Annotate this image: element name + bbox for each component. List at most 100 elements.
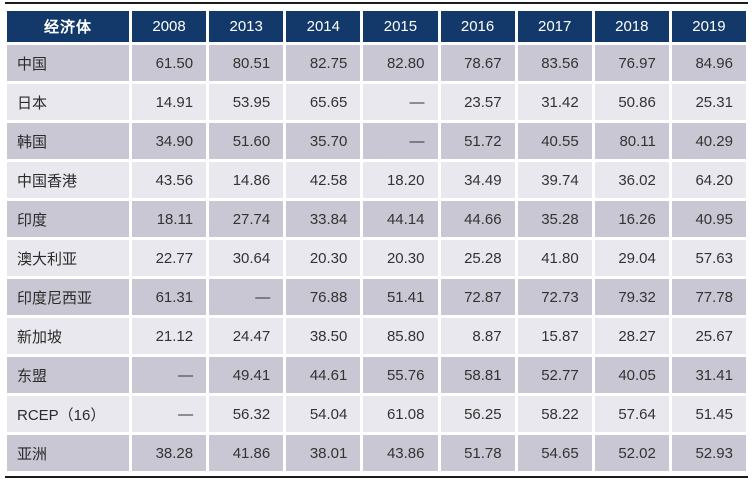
value-cell: 84.96 — [671, 45, 746, 81]
table-row: RCEP（16） —56.32 54.04 61.08 56.25 58.22 57.64 5… — [7, 396, 746, 432]
economy-label: 韩国 — [7, 123, 129, 159]
value-cell: 55.76 — [363, 357, 438, 393]
value-cell: 15.87 — [517, 318, 592, 354]
value-cell: 41.86 — [209, 435, 284, 471]
value-cell: 77.78 — [671, 279, 746, 315]
header-cell-year: 2017 — [517, 11, 592, 42]
value-cell: 35.70 — [286, 123, 361, 159]
value-cell: 22.77 — [132, 240, 207, 276]
value-cell: 44.66 — [440, 201, 515, 237]
value-cell: 14.86 — [209, 162, 284, 198]
value-cell: 78.67 — [440, 45, 515, 81]
value-cell: 30.64 — [209, 240, 284, 276]
value-cell: 64.20 — [671, 162, 746, 198]
value-cell: 27.74 — [209, 201, 284, 237]
header-row: 经济体 2008 2013 2014 2015 2016 2017 2018 2019 — [7, 11, 746, 42]
economy-label: 印度 — [7, 201, 129, 237]
value-cell: 58.22 — [517, 396, 592, 432]
economy-year-table: 经济体 2008 2013 2014 2015 2016 2017 2018 2019 中国 61… — [4, 8, 749, 474]
value-cell: 36.02 — [594, 162, 669, 198]
value-cell: — — [363, 123, 438, 159]
value-cell: 28.27 — [594, 318, 669, 354]
table-row: 韩国 34.90 51.60 35.70—51.72 40.55 80.11 40.29 — [7, 123, 746, 159]
value-cell: 54.04 — [286, 396, 361, 432]
value-cell: 25.28 — [440, 240, 515, 276]
value-cell: 65.65 — [286, 84, 361, 120]
value-cell: 83.56 — [517, 45, 592, 81]
value-cell: 53.95 — [209, 84, 284, 120]
table-row: 澳大利亚 22.77 30.64 20.30 20.30 25.28 41.80 29.04 5… — [7, 240, 746, 276]
value-cell: 40.95 — [671, 201, 746, 237]
table-row: 印度尼西亚 61.31—76.88 51.41 72.87 72.73 79.32 77.7… — [7, 279, 746, 315]
economy-label: 澳大利亚 — [7, 240, 129, 276]
value-cell: 80.11 — [594, 123, 669, 159]
value-cell: 21.12 — [132, 318, 207, 354]
value-cell: 44.61 — [286, 357, 361, 393]
value-cell: 56.32 — [209, 396, 284, 432]
value-cell: 41.80 — [517, 240, 592, 276]
table-row: 东盟 —49.41 44.61 55.76 58.81 52.77 40.05 31.41 — [7, 357, 746, 393]
value-cell: 58.81 — [440, 357, 515, 393]
value-cell: 57.63 — [671, 240, 746, 276]
value-cell: 16.26 — [594, 201, 669, 237]
table-row: 亚洲 38.28 41.86 38.01 43.86 51.78 54.65 52.02 52.… — [7, 435, 746, 471]
value-cell: 52.77 — [517, 357, 592, 393]
value-cell: 20.30 — [363, 240, 438, 276]
value-cell: 42.58 — [286, 162, 361, 198]
value-cell: 72.73 — [517, 279, 592, 315]
economy-label: 亚洲 — [7, 435, 129, 471]
value-cell: 29.04 — [594, 240, 669, 276]
value-cell: 76.88 — [286, 279, 361, 315]
value-cell: 25.31 — [671, 84, 746, 120]
value-cell: 51.78 — [440, 435, 515, 471]
economy-label: RCEP（16） — [7, 396, 129, 432]
value-cell: 50.86 — [594, 84, 669, 120]
value-cell: 49.41 — [209, 357, 284, 393]
value-cell: 34.49 — [440, 162, 515, 198]
header-cell-year: 2016 — [440, 11, 515, 42]
top-rule — [5, 2, 748, 4]
header-cell-year: 2015 — [363, 11, 438, 42]
value-cell: 85.80 — [363, 318, 438, 354]
value-cell: 43.86 — [363, 435, 438, 471]
value-cell: 25.67 — [671, 318, 746, 354]
header-cell-year: 2018 — [594, 11, 669, 42]
value-cell: — — [209, 279, 284, 315]
table-row: 中国香港 43.56 14.86 42.58 18.20 34.49 39.74 36.02 6… — [7, 162, 746, 198]
value-cell: 52.02 — [594, 435, 669, 471]
value-cell: 40.55 — [517, 123, 592, 159]
value-cell: 57.64 — [594, 396, 669, 432]
value-cell: 51.60 — [209, 123, 284, 159]
value-cell: 33.84 — [286, 201, 361, 237]
value-cell: 51.72 — [440, 123, 515, 159]
table-row: 中国 61.50 80.51 82.75 82.80 78.67 83.56 76.97 84.… — [7, 45, 746, 81]
table-row: 印度 18.11 27.74 33.84 44.14 44.66 35.28 16.26 40.… — [7, 201, 746, 237]
value-cell: 51.45 — [671, 396, 746, 432]
value-cell: 18.11 — [132, 201, 207, 237]
value-cell: 24.47 — [209, 318, 284, 354]
economy-label: 日本 — [7, 84, 129, 120]
economy-label: 新加坡 — [7, 318, 129, 354]
value-cell: 14.91 — [132, 84, 207, 120]
value-cell: 61.50 — [132, 45, 207, 81]
value-cell: 82.80 — [363, 45, 438, 81]
value-cell: 20.30 — [286, 240, 361, 276]
value-cell: 52.93 — [671, 435, 746, 471]
value-cell: 38.50 — [286, 318, 361, 354]
economy-label: 印度尼西亚 — [7, 279, 129, 315]
header-cell-economy: 经济体 — [7, 11, 129, 42]
table-row: 日本 14.91 53.95 65.65—23.57 31.42 50.86 25.31 — [7, 84, 746, 120]
economy-label: 中国香港 — [7, 162, 129, 198]
value-cell: 43.56 — [132, 162, 207, 198]
value-cell: 31.41 — [671, 357, 746, 393]
value-cell: — — [132, 396, 207, 432]
value-cell: — — [132, 357, 207, 393]
value-cell: 44.14 — [363, 201, 438, 237]
value-cell: 23.57 — [440, 84, 515, 120]
header-cell-year: 2014 — [286, 11, 361, 42]
value-cell: 40.29 — [671, 123, 746, 159]
value-cell: 34.90 — [132, 123, 207, 159]
header-cell-year: 2019 — [671, 11, 746, 42]
table-row: 新加坡 21.12 24.47 38.50 85.80 8.87 15.87 28.27 25.… — [7, 318, 746, 354]
